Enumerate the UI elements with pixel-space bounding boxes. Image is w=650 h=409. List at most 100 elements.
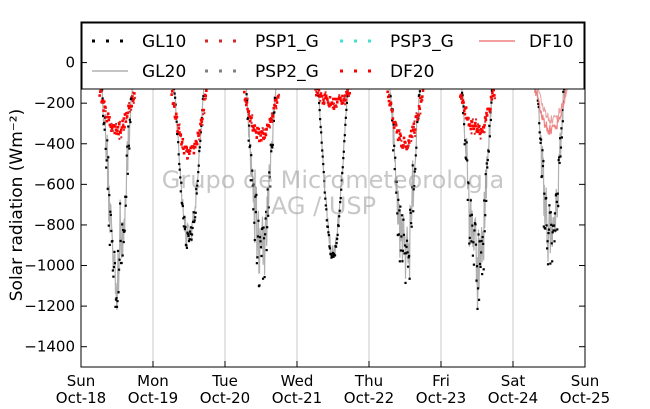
df20-point: [253, 124, 257, 127]
gl10-point: [414, 154, 417, 157]
df20-point: [348, 91, 351, 95]
gl10-point: [327, 231, 330, 234]
x-tick-date-label: Oct-19: [128, 389, 178, 407]
gl10-point: [246, 117, 249, 121]
gl10-point: [486, 166, 489, 169]
gl10-point: [189, 232, 192, 235]
df20-point: [174, 112, 178, 116]
gl10-point: [183, 227, 186, 231]
gl10-point: [181, 204, 184, 208]
gl10-point: [471, 224, 474, 227]
gl10-point: [102, 123, 105, 126]
df20-point: [322, 101, 326, 105]
df20-point: [418, 107, 422, 111]
psp1-point: [177, 124, 180, 127]
df20-point: [252, 128, 256, 132]
df20-point: [195, 140, 198, 144]
gl10-point: [402, 233, 406, 236]
gl10-point: [320, 131, 323, 134]
gl10-point: [473, 229, 476, 232]
gl10-point: [109, 210, 112, 213]
gl10-point: [402, 218, 405, 221]
gl10-point: [416, 120, 419, 124]
psp1-point: [338, 94, 341, 97]
gl10-point: [480, 239, 483, 243]
gl10-point: [191, 226, 194, 230]
psp1-point: [202, 113, 205, 116]
psp1-point: [263, 128, 266, 131]
df20-point: [254, 131, 258, 134]
gl10-point: [106, 187, 109, 190]
df20-point: [483, 123, 486, 127]
gl10-point: [554, 229, 557, 232]
gl10-point: [544, 227, 547, 230]
df20-point: [260, 138, 263, 142]
gl10-point: [267, 214, 270, 217]
df20-point: [127, 104, 130, 108]
gl10-point: [418, 93, 421, 97]
gl10-point: [125, 195, 128, 198]
psp1-point: [413, 120, 416, 123]
psp1-point: [494, 97, 497, 100]
df20-point: [273, 99, 277, 102]
gl10-point: [344, 123, 347, 126]
gl10-point: [556, 192, 559, 195]
df20-point: [102, 109, 105, 112]
gl10-point: [343, 134, 346, 137]
gl10-point: [177, 153, 180, 156]
psp1-point: [398, 129, 401, 132]
gl10-point: [324, 204, 327, 207]
df20-point: [409, 129, 413, 133]
gl10-point: [549, 211, 552, 214]
df20-point: [121, 124, 125, 128]
gl10-point: [197, 164, 200, 167]
gl10-point: [321, 149, 324, 152]
gl10-point: [193, 219, 196, 222]
gl10-point: [483, 199, 486, 202]
gl10-point: [250, 179, 253, 182]
df20-point: [247, 110, 251, 113]
df20-point: [392, 121, 395, 124]
df20-point: [98, 94, 101, 97]
psp1-point: [277, 96, 280, 99]
df20-point: [115, 132, 118, 135]
axes: 0−200−400−600−800−1000−1200−1400SunOct-1…: [24, 54, 610, 407]
gl10-point: [272, 119, 275, 123]
df20-point: [475, 130, 478, 133]
gl10-point: [478, 240, 481, 243]
gl10-point: [413, 170, 416, 173]
df20-point: [256, 126, 259, 130]
gl10-point: [116, 249, 120, 253]
df20-point: [250, 124, 254, 128]
x-tick-date-label: Oct-23: [416, 389, 466, 407]
df20-point: [337, 96, 341, 99]
gl10-point: [104, 147, 107, 150]
psp1-point: [419, 112, 422, 115]
gl10-point: [254, 211, 257, 214]
df20-point: [187, 149, 190, 152]
plot-frame: [80, 21, 586, 368]
df20-point: [131, 99, 135, 103]
gl10-point: [401, 249, 405, 252]
gl10-point: [399, 249, 402, 252]
psp1-point: [488, 111, 491, 114]
gl10-point: [470, 213, 473, 216]
gl10-point: [190, 238, 193, 241]
gl10-point: [263, 275, 266, 279]
gl10-point: [249, 144, 252, 147]
df20-point: [106, 112, 110, 116]
gl10-point: [474, 223, 477, 226]
gl10-point: [247, 139, 250, 142]
psp1-point: [333, 102, 336, 105]
gl10-point: [321, 155, 324, 158]
gl10-point: [477, 233, 480, 236]
df20-point: [125, 111, 128, 115]
df20-point: [468, 124, 472, 128]
df20-point: [250, 116, 253, 119]
gl10-point: [482, 242, 485, 246]
gl10-point: [253, 238, 256, 242]
gl10-point: [408, 277, 411, 280]
x-tick-day-label: Sun: [67, 372, 96, 390]
df20-point: [269, 117, 273, 120]
psp1-point: [246, 97, 249, 100]
